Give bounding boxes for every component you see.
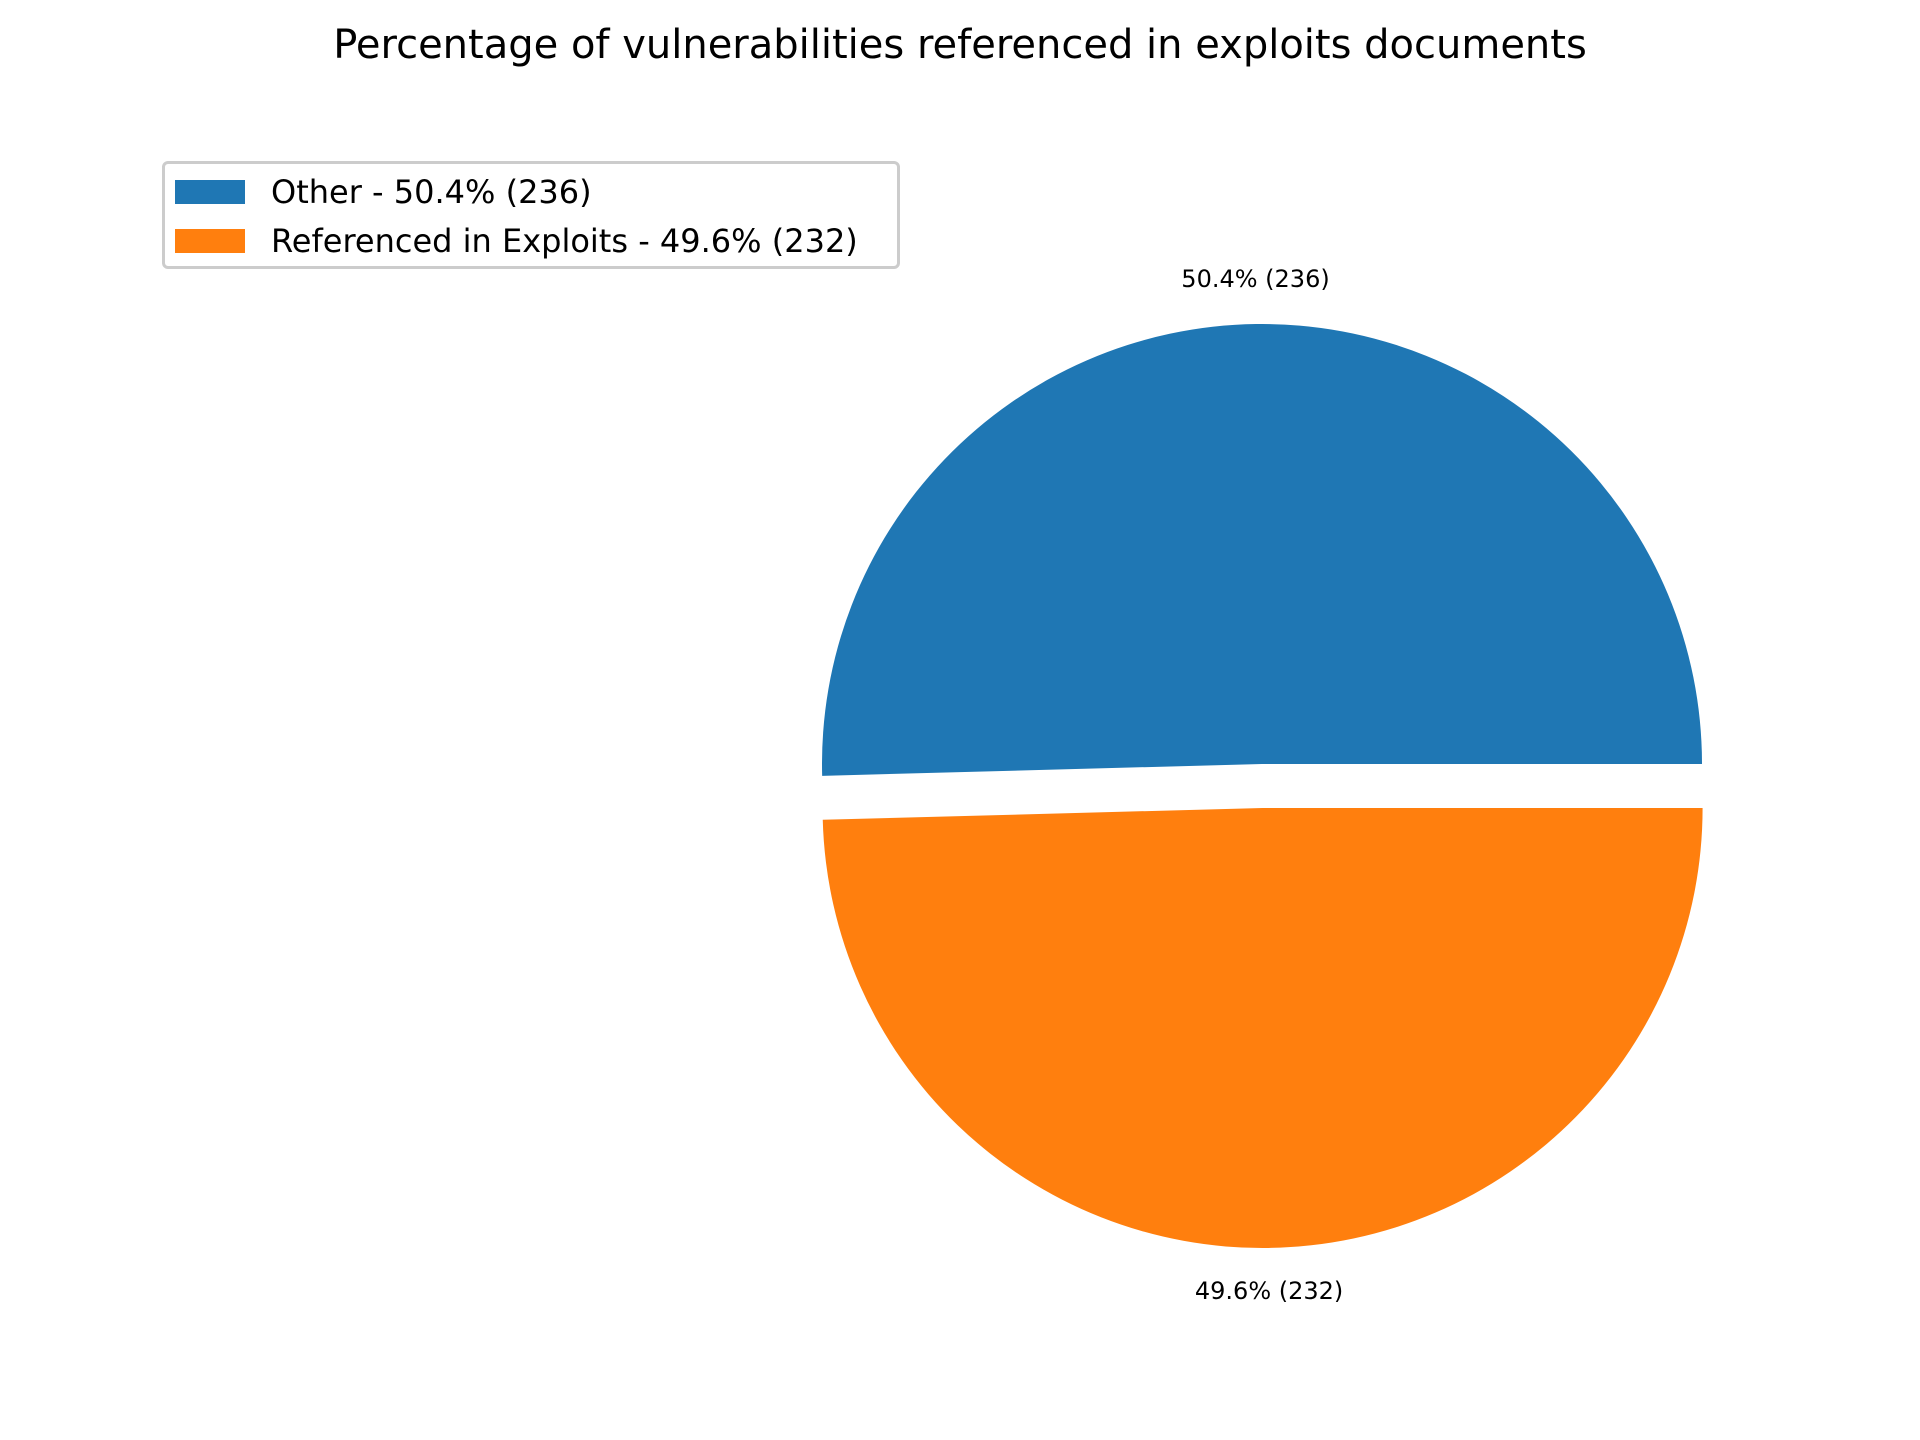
pie-slice-other [821, 323, 1702, 776]
legend-label-referenced-in-exploits: Referenced in Exploits - 49.6% (232) [271, 222, 858, 260]
pie-slice-referenced-in-exploits [822, 807, 1703, 1248]
pie-slice-labels: 50.4% (236) 49.6% (232) [1181, 265, 1343, 1305]
legend-item-other: Other - 50.4% (236) [175, 172, 592, 212]
pie-slices [821, 323, 1703, 1248]
chart-title: Percentage of vulnerabilities referenced… [333, 22, 1587, 68]
pie-slice-label-referenced-in-exploits: 49.6% (232) [1195, 1277, 1343, 1305]
pie-slice-label-other: 50.4% (236) [1181, 265, 1329, 293]
legend-swatch-referenced-in-exploits [175, 229, 245, 253]
legend-label-other: Other - 50.4% (236) [271, 173, 592, 211]
legend: Other - 50.4% (236) Referenced in Exploi… [162, 161, 900, 269]
legend-swatch-other [175, 180, 245, 204]
legend-item-referenced-in-exploits: Referenced in Exploits - 49.6% (232) [175, 221, 858, 261]
